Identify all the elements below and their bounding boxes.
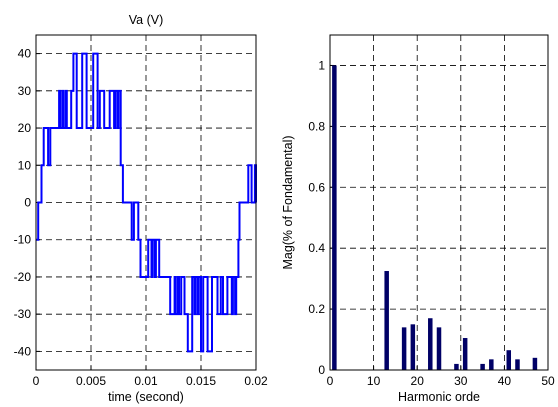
harmonic-bar-19 bbox=[410, 324, 416, 370]
y-tick-label: -10 bbox=[14, 233, 32, 247]
x-tick-label: 10 bbox=[367, 374, 381, 388]
y-tick-label: -40 bbox=[14, 344, 32, 358]
x-tick-label: 30 bbox=[454, 374, 468, 388]
harmonic-bar-1 bbox=[332, 65, 337, 370]
y-axis-label: Mag(% of Fondamental) bbox=[281, 135, 295, 269]
x-axis-label: time (second) bbox=[108, 390, 184, 404]
x-tick-label: 50 bbox=[541, 374, 555, 388]
y-tick-label: 20 bbox=[18, 121, 32, 135]
y-tick-label: 0.6 bbox=[308, 180, 325, 194]
y-tick-labels: 0 0.2 0.4 0.6 0.8 1 bbox=[308, 58, 325, 377]
plot-area bbox=[36, 52, 257, 353]
harmonic-bar-37 bbox=[489, 359, 494, 370]
bars bbox=[332, 65, 538, 370]
y-tick-label: 0.4 bbox=[308, 241, 325, 255]
y-tick-label: -30 bbox=[14, 307, 32, 321]
harmonic-bar-35 bbox=[480, 363, 485, 370]
y-tick-label: 0 bbox=[24, 196, 31, 210]
harmonic-bar-43 bbox=[515, 359, 520, 370]
y-tick-labels: -40 -30 -20 -10 0 10 20 30 40 bbox=[14, 47, 32, 359]
x-tick-label: 0.005 bbox=[76, 374, 106, 388]
y-tick-label: 10 bbox=[18, 158, 32, 172]
y-tick-label: 0 bbox=[318, 363, 325, 377]
y-tick-label: 0.8 bbox=[308, 119, 325, 133]
x-tick-label: 40 bbox=[498, 374, 512, 388]
x-axis-label: Harmonic orde bbox=[398, 390, 480, 404]
y-tick-label: 0.2 bbox=[308, 302, 325, 316]
x-tick-labels: 0 10 20 30 40 50 bbox=[327, 374, 555, 388]
y-tick-label: 40 bbox=[18, 47, 32, 61]
harmonic-bar-25 bbox=[436, 327, 442, 370]
x-tick-label: 0.01 bbox=[134, 374, 158, 388]
harmonic-bar-41 bbox=[506, 350, 512, 370]
harmonic-bar-13 bbox=[384, 271, 389, 370]
x-tick-label: 20 bbox=[411, 374, 425, 388]
chart-title: Va (V) bbox=[129, 13, 164, 27]
voltage-waveform-chart: Va (V) 0 0.005 0.01 0.015 0.02 -40 -30 -20 -10 0… bbox=[14, 13, 268, 404]
x-tick-labels: 0 0.005 0.01 0.015 0.02 bbox=[33, 374, 268, 388]
harmonic-spectrum-chart: 0 10 20 30 40 50 0 0.2 0.4 0.6 0.8 1 Harmonic orde… bbox=[281, 34, 555, 404]
y-tick-label: 1 bbox=[318, 58, 325, 72]
harmonic-bar-47 bbox=[532, 357, 538, 370]
x-tick-label: 0.02 bbox=[244, 374, 268, 388]
harmonic-bar-17 bbox=[401, 327, 407, 370]
x-tick-label: 0 bbox=[327, 374, 334, 388]
y-tick-label: -20 bbox=[14, 270, 32, 284]
waveform-line bbox=[36, 52, 257, 353]
y-tick-label: 30 bbox=[18, 84, 32, 98]
harmonic-bar-31 bbox=[462, 338, 468, 370]
axes-frame bbox=[329, 34, 549, 371]
axes-frame bbox=[35, 34, 257, 371]
x-tick-label: 0.015 bbox=[186, 374, 216, 388]
grid-lines bbox=[329, 35, 549, 371]
harmonic-bar-29 bbox=[454, 363, 459, 370]
harmonic-bar-23 bbox=[428, 318, 433, 370]
x-tick-label: 0 bbox=[33, 374, 40, 388]
